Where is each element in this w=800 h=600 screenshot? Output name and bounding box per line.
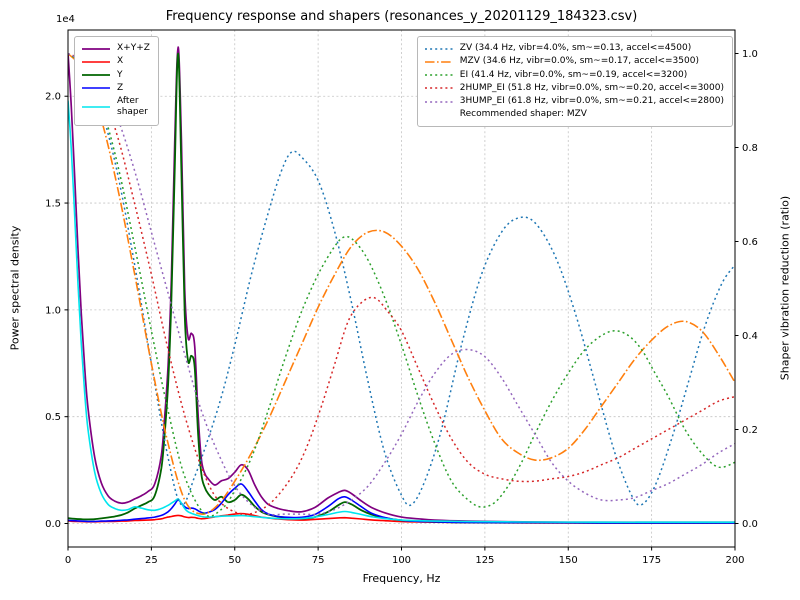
legend-entry: 3HUMP_EI (61.8 Hz, vibr=0.0%, sm~=0.21, … <box>424 96 724 107</box>
legend-line-After-shaper <box>82 106 110 109</box>
series-line-2HUMP-EI <box>68 52 735 516</box>
legend-shapers: ZV (34.4 Hz, vibr=4.0%, sm~=0.13, accel<… <box>416 36 733 127</box>
legend-line-X <box>82 61 110 63</box>
y-tick-label-right: 0.6 <box>742 237 758 248</box>
legend-label: ZV (34.4 Hz, vibr=4.0%, sm~=0.13, accel<… <box>459 43 692 53</box>
y-tick-label-right: 0.4 <box>742 331 758 342</box>
series-line-3HUMP-EI <box>68 52 735 516</box>
psd-series <box>68 46 735 524</box>
shaper-series <box>68 52 735 517</box>
chart-title: Frequency response and shapers (resonanc… <box>165 9 638 24</box>
legend-line-Z <box>82 87 110 90</box>
legend-line-Y <box>82 74 110 77</box>
y-tick-label-right: 0.2 <box>742 425 758 436</box>
series-line-X-Y-Z <box>68 46 735 524</box>
x-tick-label: 150 <box>559 555 578 566</box>
legend-psd: X+Y+Z X Y Z After shaper <box>74 36 159 126</box>
legend-line-MZV <box>424 61 453 63</box>
legend-entry: MZV (34.6 Hz, vibr=0.0%, sm~=0.17, accel… <box>424 56 724 67</box>
y-tick-label-right: 0.8 <box>742 143 758 154</box>
legend-label: 2HUMP_EI (51.8 Hz, vibr=0.0%, sm~=0.20, … <box>459 82 724 93</box>
legend-label: After shaper <box>117 96 148 118</box>
legend-line-2HUMP-EI <box>424 87 453 90</box>
y-tick-label-left: 1.0 <box>45 305 61 316</box>
series-line-MZV <box>68 52 735 515</box>
legend-entry: EI (41.4 Hz, vibr=0.0%, sm~=0.19, accel<… <box>424 70 724 81</box>
x-tick-label: 25 <box>145 555 158 566</box>
legend-label: X+Y+Z <box>117 43 150 53</box>
legend-line-EI <box>424 74 453 76</box>
y-tick-label-right: 1.0 <box>742 49 758 60</box>
x-tick-label: 175 <box>642 555 661 566</box>
legend-entry: 2HUMP_EI (51.8 Hz, vibr=0.0%, sm~=0.20, … <box>424 83 724 94</box>
legend-entry: Y <box>81 70 150 81</box>
legend-entry: After shaper <box>81 96 150 119</box>
legend-line-X-Y-Z <box>82 47 110 50</box>
legend-label: Z <box>117 82 124 93</box>
legend-entry: X+Y+Z <box>81 43 150 54</box>
legend-label: X <box>117 56 124 67</box>
x-tick-label: 75 <box>312 555 325 566</box>
legend-line-ZV <box>424 47 453 50</box>
y-tick-label-left: 1.5 <box>45 199 61 210</box>
series-line-ZV <box>68 52 735 507</box>
legend-label: Y <box>117 69 123 80</box>
y-tick-label-left: 2.0 <box>45 92 61 103</box>
series-line-After-shaper <box>68 100 735 524</box>
legend-label: MZV (34.6 Hz, vibr=0.0%, sm~=0.17, accel… <box>459 56 699 67</box>
legend-label: EI (41.4 Hz, vibr=0.0%, sm~=0.19, accel<… <box>459 69 688 80</box>
tick-labels: 0 25 50 75 100 125 150 175 200 0.0 0.5 1.0 1.5 2.0 0.0… <box>45 49 758 566</box>
legend-entry: ZV (34.4 Hz, vibr=4.0%, sm~=0.13, accel<… <box>424 43 724 54</box>
x-axis-label: Frequency, Hz <box>362 572 441 585</box>
y-tick-label-left: 0.0 <box>45 519 61 530</box>
y-axis-offset-label: 1e4 <box>56 14 75 25</box>
x-tick-label: 100 <box>392 555 411 566</box>
series-line-Y <box>68 52 735 524</box>
legend-label: 3HUMP_EI (61.8 Hz, vibr=0.0%, sm~=0.21, … <box>459 96 724 106</box>
x-tick-label: 200 <box>725 555 744 566</box>
legend-entry: X <box>81 56 150 67</box>
y-tick-label-left: 0.5 <box>45 412 61 423</box>
y-tick-label-right: 0.0 <box>742 519 758 530</box>
x-tick-label: 0 <box>65 555 71 566</box>
recommended-shaper-note: Recommended shaper: MZV <box>459 109 587 120</box>
x-tick-label: 125 <box>475 555 494 566</box>
legend-entry: Z <box>81 83 150 94</box>
legend-line-3HUMP-EI <box>424 100 453 103</box>
x-tick-label: 50 <box>228 555 241 566</box>
